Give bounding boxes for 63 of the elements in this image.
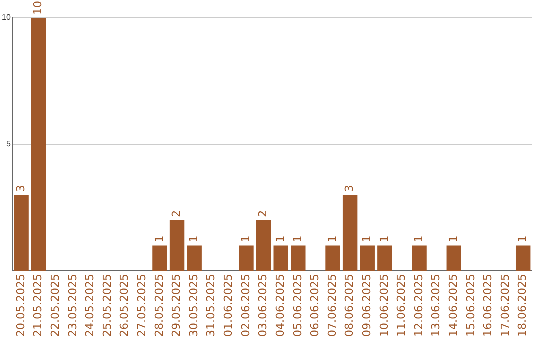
x-tick-label: 13.06.2025 [430, 274, 443, 338]
data-label: 1 [187, 236, 200, 243]
x-tick-label: 10.06.2025 [378, 274, 391, 338]
x-tick-label: 06.06.2025 [308, 274, 322, 338]
bar [360, 246, 375, 272]
bar [32, 18, 46, 272]
bar [326, 246, 340, 272]
bar [378, 246, 392, 272]
bar [342, 195, 358, 272]
x-tick-label: 16.06.2025 [482, 274, 495, 338]
bar [187, 246, 202, 272]
data-label: 10 [32, 1, 45, 15]
bar [170, 220, 185, 272]
x-tick-label: 07.06.2025 [326, 274, 339, 338]
data-label: 1 [239, 236, 252, 243]
x-tick-label: 25.05.2025 [100, 274, 114, 338]
x-tick-label: 26.05.2025 [118, 274, 132, 338]
bar [516, 246, 531, 272]
x-tick-label: 31.05.2025 [204, 274, 218, 338]
x-tick-label: 03.06.2025 [256, 274, 270, 338]
x-tick-label: 12.06.2025 [412, 274, 426, 338]
x-tick-label: 14.06.2025 [446, 274, 460, 338]
x-tick-label: 17.06.2025 [498, 274, 512, 338]
data-label: 1 [412, 236, 426, 243]
bar [14, 195, 29, 272]
bar [256, 220, 272, 272]
x-tick-label: 02.06.2025 [239, 274, 252, 338]
x-tick-label: 01.06.2025 [222, 274, 236, 338]
data-label: 2 [256, 210, 270, 218]
x-tick-label: 30.05.2025 [187, 274, 200, 338]
x-tick-label: 09.06.2025 [360, 274, 374, 338]
x-tick-label: 24.05.2025 [84, 274, 97, 338]
x-tick-label: 21.05.2025 [32, 274, 45, 338]
x-tick-label: 08.06.2025 [343, 274, 356, 338]
bar [274, 246, 288, 272]
data-label: 1 [326, 236, 339, 243]
x-tick-label: 27.05.2025 [136, 274, 149, 338]
bar [152, 246, 168, 272]
data-label: 1 [516, 236, 530, 243]
bar [239, 246, 254, 272]
data-label: 1 [360, 236, 374, 243]
x-tick-label: 05.06.2025 [291, 274, 304, 338]
data-label: 3 [343, 185, 356, 192]
x-tick-label: 22.05.2025 [49, 274, 62, 338]
data-label: 3 [14, 185, 28, 192]
data-label: 1 [378, 236, 391, 243]
x-tick-label: 23.05.2025 [66, 274, 80, 338]
x-tick-label: 20.05.2025 [14, 274, 28, 338]
x-tick-label: 04.06.2025 [274, 274, 287, 338]
bar [291, 246, 306, 272]
x-tick-label: 28.05.2025 [152, 274, 166, 338]
data-label: 2 [170, 210, 184, 218]
data-label: 1 [274, 236, 287, 243]
data-label: 1 [446, 236, 460, 243]
x-tick-label: 15.06.2025 [464, 274, 478, 338]
bar [446, 246, 462, 272]
data-label: 1 [152, 236, 166, 243]
y-tick-label: 5 [6, 140, 12, 149]
x-tick-label: 29.05.2025 [170, 274, 184, 338]
x-tick-label: 11.06.2025 [395, 274, 408, 338]
data-label: 1 [291, 236, 304, 243]
x-tick-label: 18.06.2025 [516, 274, 530, 338]
bar [412, 246, 427, 272]
